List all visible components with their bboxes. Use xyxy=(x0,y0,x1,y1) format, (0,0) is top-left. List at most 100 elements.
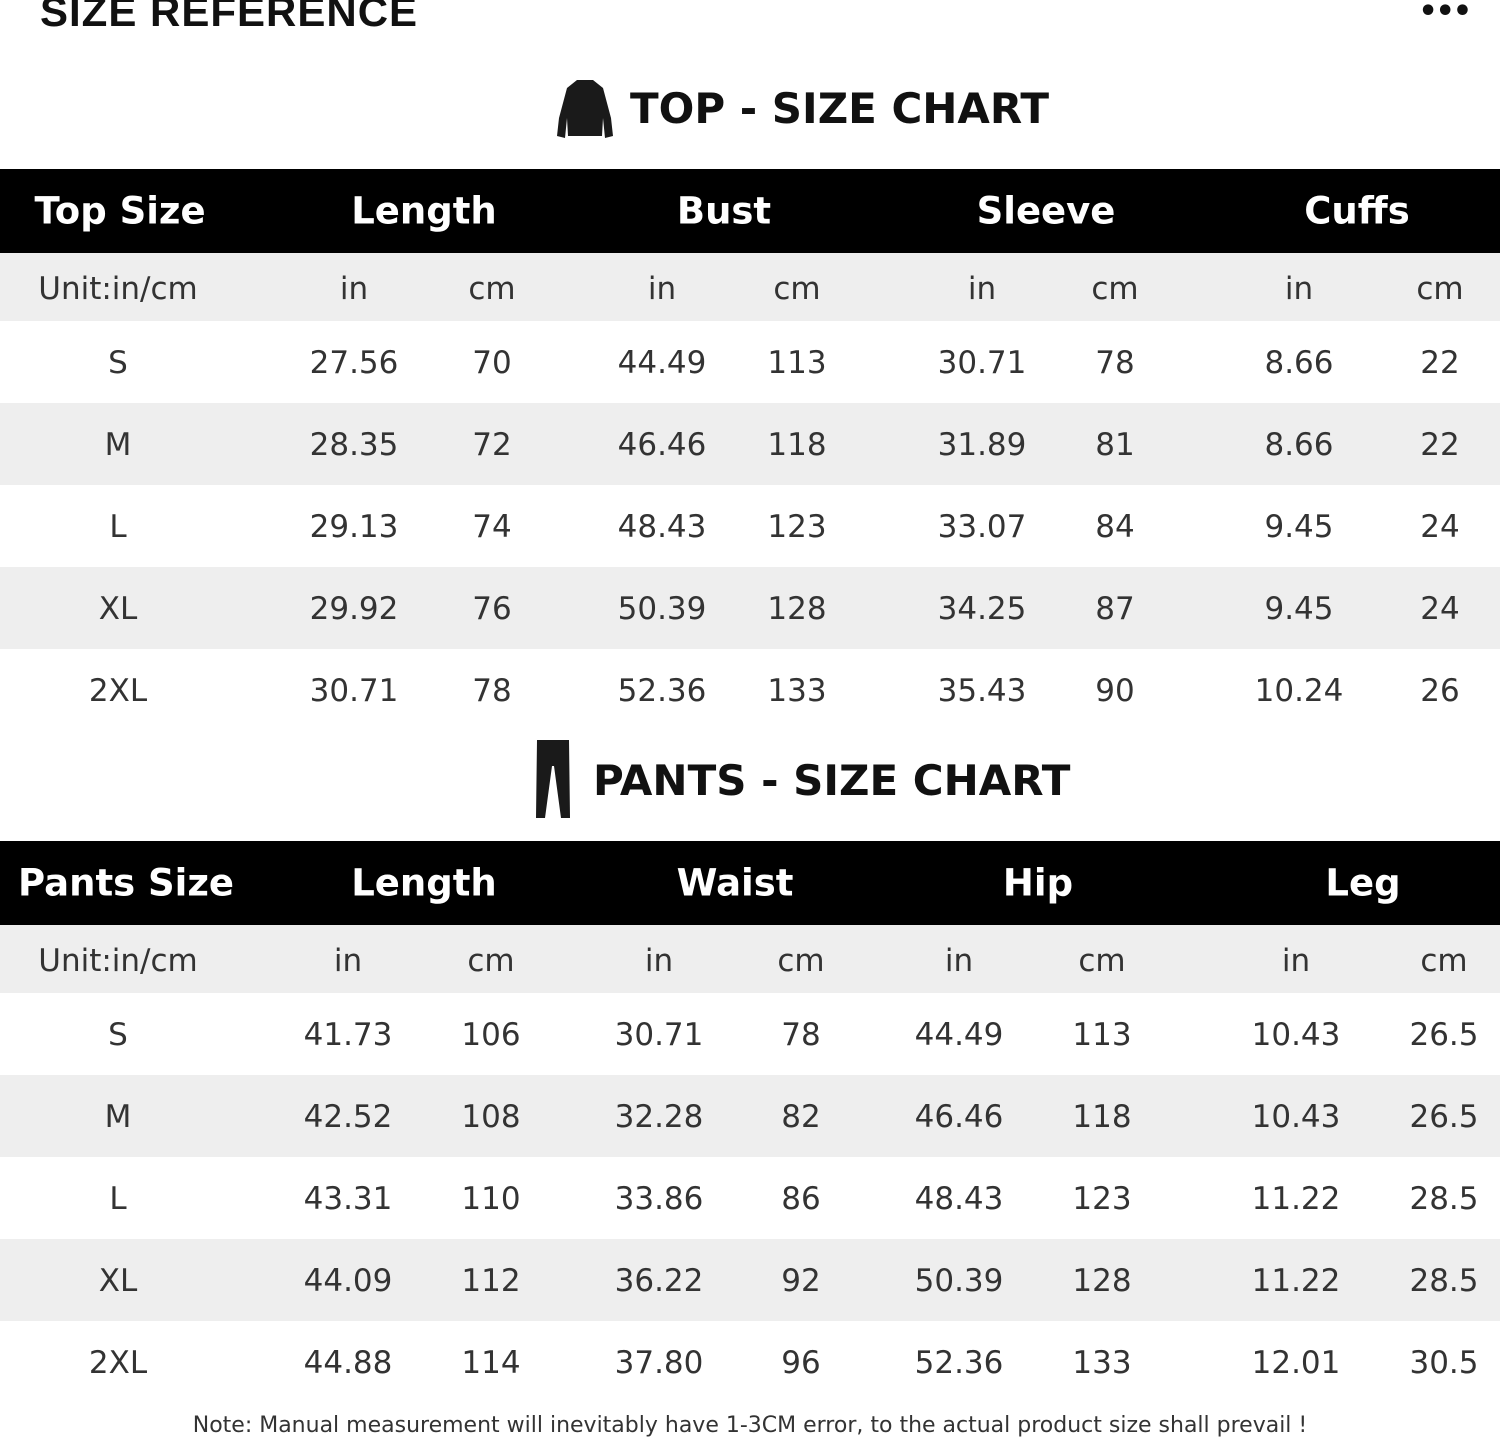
unit-cell: in xyxy=(1284,271,1314,307)
table-cell: 24 xyxy=(1420,591,1460,627)
table-cell: 9.45 xyxy=(1264,509,1334,545)
column-header: Pants Size xyxy=(18,861,234,905)
unit-cell: Unit:in/cm xyxy=(38,271,198,307)
table-cell: 44.09 xyxy=(303,1263,393,1299)
table-cell: 41.73 xyxy=(303,1017,393,1053)
table-cell: 110 xyxy=(461,1181,521,1217)
table-cell: 123 xyxy=(1072,1181,1132,1217)
table-cell: 46.46 xyxy=(914,1099,1004,1135)
table-cell: 11.22 xyxy=(1251,1181,1341,1217)
unit-cell: cm xyxy=(467,943,515,979)
measurement-note: Note: Manual measurement will inevitably… xyxy=(192,1413,1308,1438)
unit-cell: in xyxy=(333,943,363,979)
page-title: SIZE REFERENCE xyxy=(40,0,419,35)
unit-cell: in xyxy=(339,271,369,307)
table-cell: S xyxy=(108,1017,128,1053)
table-cell: 133 xyxy=(767,673,827,709)
table-cell: 35.43 xyxy=(937,673,1027,709)
table-cell: 81 xyxy=(1095,427,1135,463)
table-cell: 48.43 xyxy=(914,1181,1004,1217)
unit-cell: in xyxy=(967,271,997,307)
table-cell: 106 xyxy=(461,1017,521,1053)
ellipsis-icon[interactable]: ••• xyxy=(1418,0,1472,29)
table-cell: M xyxy=(104,1099,132,1135)
table-cell: 52.36 xyxy=(914,1345,1004,1381)
jacket-icon xyxy=(555,78,615,144)
unit-row: Unit:in/cm in cm in cm in cm in cm xyxy=(0,925,1500,993)
table-cell: 72 xyxy=(472,427,512,463)
column-header: Length xyxy=(351,189,497,233)
table-cell: 10.43 xyxy=(1251,1099,1341,1135)
unit-cell: cm xyxy=(1420,943,1468,979)
table-cell: 113 xyxy=(767,345,827,381)
column-header: Waist xyxy=(676,861,794,905)
unit-cell: in xyxy=(944,943,974,979)
unit-cell: Unit:in/cm xyxy=(38,943,198,979)
unit-cell: cm xyxy=(777,943,825,979)
table-cell: 76 xyxy=(472,591,512,627)
table-cell: 22 xyxy=(1420,427,1460,463)
table-cell: XL xyxy=(98,1263,138,1299)
unit-cell: in xyxy=(647,271,677,307)
table-cell: 44.49 xyxy=(617,345,707,381)
table-cell: 52.36 xyxy=(617,673,707,709)
column-header: Hip xyxy=(1002,861,1074,905)
table-row: L 29.13 74 48.43 123 33.07 84 9.45 24 xyxy=(0,485,1500,567)
table-cell: 78 xyxy=(472,673,512,709)
table-cell: 11.22 xyxy=(1251,1263,1341,1299)
table-cell: 113 xyxy=(1072,1017,1132,1053)
column-header: Length xyxy=(351,861,497,905)
table-cell: 44.49 xyxy=(914,1017,1004,1053)
table-row: 2XL 44.88 114 37.80 96 52.36 133 12.01 30.5 xyxy=(0,1321,1500,1403)
table-cell: 28.5 xyxy=(1409,1263,1479,1299)
table-cell: 118 xyxy=(767,427,827,463)
table-cell: 10.43 xyxy=(1251,1017,1341,1053)
table-cell: 70 xyxy=(472,345,512,381)
table-cell: 82 xyxy=(781,1099,821,1135)
table-cell: 90 xyxy=(1095,673,1135,709)
unit-cell: in xyxy=(1281,943,1311,979)
unit-cell: in xyxy=(644,943,674,979)
column-header: Sleeve xyxy=(976,189,1116,233)
table-cell: 96 xyxy=(781,1345,821,1381)
table-cell: 46.46 xyxy=(617,427,707,463)
table-cell: 26 xyxy=(1420,673,1460,709)
table-cell: 29.13 xyxy=(309,509,399,545)
table-cell: 74 xyxy=(472,509,512,545)
table-cell: 36.22 xyxy=(614,1263,704,1299)
top-section-title: TOP - SIZE CHART xyxy=(630,84,1050,133)
unit-cell: cm xyxy=(1078,943,1126,979)
table-cell: 30.71 xyxy=(309,673,399,709)
table-cell: 30.71 xyxy=(614,1017,704,1053)
table-cell: 128 xyxy=(1072,1263,1132,1299)
table-cell: 87 xyxy=(1095,591,1135,627)
table-row: S 41.73 106 30.71 78 44.49 113 10.43 26.5 xyxy=(0,993,1500,1075)
table-cell: 12.01 xyxy=(1251,1345,1341,1381)
table-cell: 133 xyxy=(1072,1345,1132,1381)
column-header: Top Size xyxy=(34,189,206,233)
table-cell: 33.07 xyxy=(937,509,1027,545)
table-cell: 24 xyxy=(1420,509,1460,545)
table-cell: 37.80 xyxy=(614,1345,704,1381)
table-cell: XL xyxy=(98,591,138,627)
table-cell: 48.43 xyxy=(617,509,707,545)
table-cell: 92 xyxy=(781,1263,821,1299)
table-cell: 31.89 xyxy=(937,427,1027,463)
table-header-row: Top Size Length Bust Sleeve Cuffs xyxy=(0,169,1500,253)
table-row: M 42.52 108 32.28 82 46.46 118 10.43 26.5 xyxy=(0,1075,1500,1157)
table-cell: 28.5 xyxy=(1409,1181,1479,1217)
table-row: XL 44.09 112 36.22 92 50.39 128 11.22 28.5 xyxy=(0,1239,1500,1321)
table-row: XL 29.92 76 50.39 128 34.25 87 9.45 24 xyxy=(0,567,1500,649)
unit-cell: cm xyxy=(1416,271,1464,307)
table-cell: 44.88 xyxy=(303,1345,393,1381)
table-cell: 26.5 xyxy=(1409,1017,1479,1053)
table-cell: 123 xyxy=(767,509,827,545)
table-cell: 10.24 xyxy=(1254,673,1344,709)
column-header: Cuffs xyxy=(1304,189,1410,233)
table-cell: 108 xyxy=(461,1099,521,1135)
unit-row: Unit:in/cm in cm in cm in cm in cm xyxy=(0,253,1500,321)
table-cell: 112 xyxy=(461,1263,521,1299)
table-cell: 33.86 xyxy=(614,1181,704,1217)
table-row: M 28.35 72 46.46 118 31.89 81 8.66 22 xyxy=(0,403,1500,485)
table-cell: 8.66 xyxy=(1264,345,1334,381)
